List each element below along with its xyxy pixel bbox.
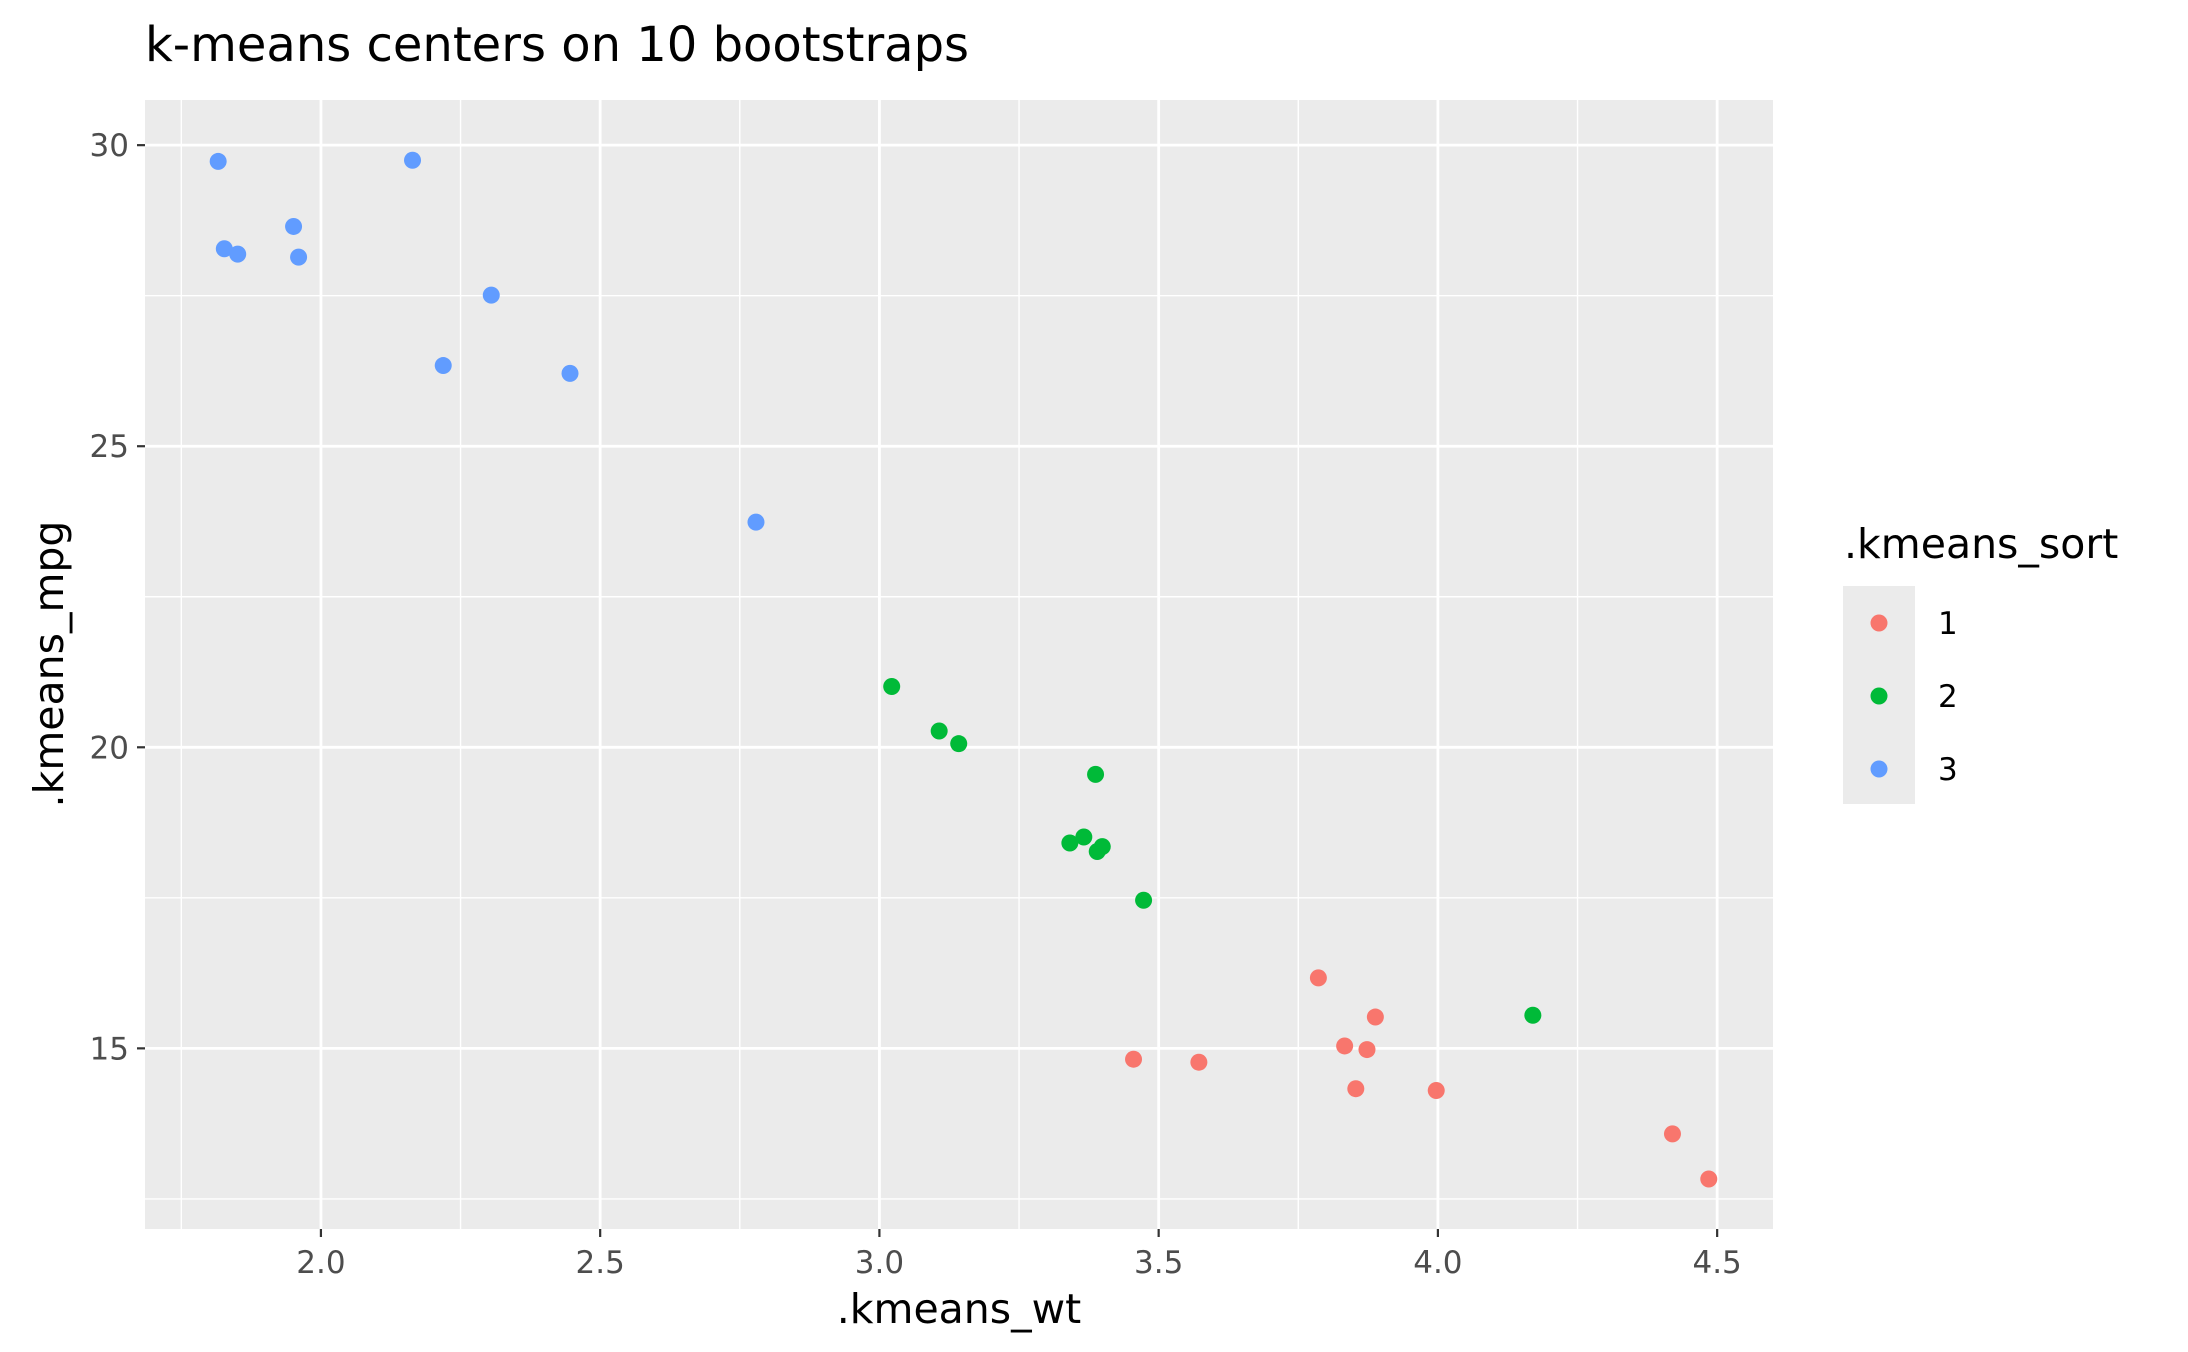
data-point-series-1 bbox=[1663, 1125, 1681, 1143]
legend-label-2: 2 bbox=[1938, 679, 1958, 715]
data-point-series-2 bbox=[1075, 828, 1093, 846]
legend-label-3: 3 bbox=[1938, 752, 1958, 788]
legend-title: .kmeans_sort bbox=[1844, 520, 2118, 568]
data-point-series-1 bbox=[1358, 1041, 1376, 1059]
legend-label-1: 1 bbox=[1938, 606, 1958, 642]
data-point-series-2 bbox=[1135, 891, 1153, 909]
data-point-series-1 bbox=[1336, 1037, 1354, 1055]
data-point-series-1 bbox=[1309, 969, 1327, 987]
y-tick-label: 15 bbox=[90, 1031, 129, 1067]
x-axis-ticks: 2.0 2.5 3.0 3.5 4.0 4.5 bbox=[296, 1229, 1742, 1281]
data-point-series-1 bbox=[1366, 1008, 1384, 1026]
data-point-series-3 bbox=[285, 217, 303, 235]
x-tick-label: 2.5 bbox=[576, 1245, 625, 1281]
y-tick-label: 20 bbox=[90, 730, 129, 766]
y-axis-ticks: 15 20 25 30 bbox=[90, 128, 145, 1067]
data-point-series-3 bbox=[215, 240, 233, 258]
data-point-series-3 bbox=[229, 245, 247, 263]
x-tick-label: 2.0 bbox=[296, 1245, 345, 1281]
grid-minor bbox=[145, 100, 1773, 1229]
legend-key-3 bbox=[1870, 760, 1888, 778]
legend-items: 1 2 3 bbox=[1870, 606, 1958, 788]
data-point-series-3 bbox=[747, 513, 765, 531]
x-axis-title: .kmeans_wt bbox=[837, 1285, 1082, 1333]
data-point-series-1 bbox=[1190, 1053, 1208, 1071]
data-point-series-3 bbox=[561, 364, 579, 382]
plot-panel bbox=[145, 100, 1773, 1229]
data-point-series-2 bbox=[1093, 838, 1111, 856]
chart-title: k-means centers on 10 bootstraps bbox=[145, 17, 969, 73]
y-tick-label: 30 bbox=[90, 128, 129, 164]
legend-key-1 bbox=[1870, 614, 1888, 632]
data-point-series-1 bbox=[1427, 1082, 1445, 1100]
legend-key-2 bbox=[1870, 687, 1888, 705]
x-tick-label: 4.0 bbox=[1413, 1245, 1462, 1281]
data-point-series-3 bbox=[209, 152, 227, 170]
legend: .kmeans_sort 1 2 3 bbox=[1843, 520, 2118, 804]
x-tick-label: 4.5 bbox=[1692, 1245, 1741, 1281]
data-point-series-3 bbox=[434, 357, 452, 375]
data-point-series-2 bbox=[930, 722, 948, 740]
data-point-series-3 bbox=[482, 286, 500, 304]
data-point-series-1 bbox=[1347, 1080, 1365, 1098]
y-axis-title: .kmeans_mpg bbox=[25, 521, 73, 808]
data-points bbox=[209, 151, 1718, 1188]
data-point-series-2 bbox=[1087, 765, 1105, 783]
data-point-series-3 bbox=[290, 248, 308, 266]
y-tick-label: 25 bbox=[90, 429, 129, 465]
data-point-series-2 bbox=[950, 735, 968, 753]
data-point-series-2 bbox=[1061, 834, 1079, 852]
x-tick-label: 3.0 bbox=[855, 1245, 904, 1281]
x-tick-label: 3.5 bbox=[1134, 1245, 1183, 1281]
data-point-series-2 bbox=[1524, 1006, 1542, 1024]
data-point-series-3 bbox=[404, 151, 422, 169]
data-point-series-2 bbox=[883, 677, 901, 695]
data-point-series-1 bbox=[1125, 1050, 1143, 1068]
data-point-series-1 bbox=[1700, 1170, 1718, 1188]
